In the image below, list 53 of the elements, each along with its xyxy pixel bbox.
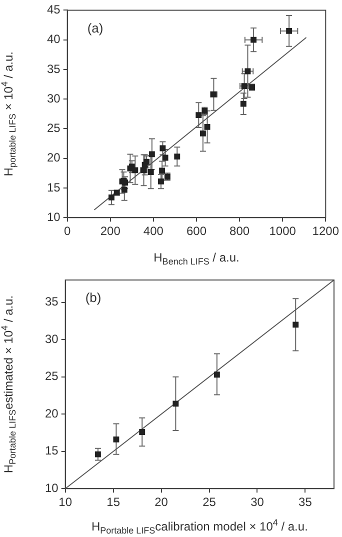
point <box>139 429 146 435</box>
point <box>200 130 206 136</box>
point <box>214 372 220 378</box>
point <box>174 154 180 160</box>
y-tick-label: 35 <box>44 294 59 309</box>
y-tick-label: 25 <box>44 369 59 384</box>
x-tick-label: 10 <box>58 495 72 510</box>
x-tick-label: 1000 <box>269 224 296 238</box>
y-tick-label: 30 <box>44 332 59 346</box>
y-axis-title: HPortable LIFSestimated × 104 / a.u. <box>0 295 18 474</box>
point <box>158 178 164 184</box>
point <box>250 36 257 43</box>
point <box>132 167 138 174</box>
point <box>148 168 154 175</box>
point <box>94 451 101 458</box>
x-tick-label: 30 <box>250 495 264 510</box>
point <box>113 436 120 442</box>
annotation: (b) <box>85 290 102 306</box>
x-tick-label: 600 <box>186 224 207 238</box>
x-tick-label: 800 <box>230 224 250 238</box>
y-tick-label: 20 <box>46 150 61 165</box>
y-tick-label: 15 <box>44 444 59 458</box>
y-tick-label: 35 <box>46 62 61 76</box>
annotation: (a) <box>87 20 104 36</box>
y-tick-label: 25 <box>46 121 61 136</box>
y-tick-label: 30 <box>46 91 61 106</box>
point <box>204 124 210 130</box>
point <box>108 194 114 200</box>
point <box>121 186 128 193</box>
point <box>162 154 168 161</box>
x-tick-label: 0 <box>64 224 72 238</box>
point <box>160 145 166 152</box>
point <box>292 322 299 328</box>
x-tick-label: 15 <box>106 495 120 510</box>
x-tick-label: 400 <box>143 224 164 238</box>
x-tick-label: 25 <box>202 495 216 510</box>
y-tick-label: 20 <box>44 406 59 420</box>
x-tick-label: 35 <box>298 495 312 510</box>
x-tick-label: 200 <box>100 224 121 238</box>
y-tick-label: 10 <box>46 210 61 224</box>
y-tick-label: 15 <box>46 180 61 194</box>
x-tick-label: 1200 <box>312 224 340 238</box>
y-tick-label: 10 <box>44 480 59 495</box>
point <box>148 151 155 158</box>
y-tick-label: 40 <box>46 32 61 46</box>
y-axis-title: Hportable LIFS × 104 / a.u. <box>0 52 18 176</box>
point <box>172 400 179 407</box>
x-tick-label: 20 <box>154 495 168 510</box>
point <box>196 112 202 118</box>
y-tick-label: 45 <box>46 2 61 17</box>
point <box>144 158 150 165</box>
point <box>286 28 292 34</box>
point <box>240 100 246 107</box>
